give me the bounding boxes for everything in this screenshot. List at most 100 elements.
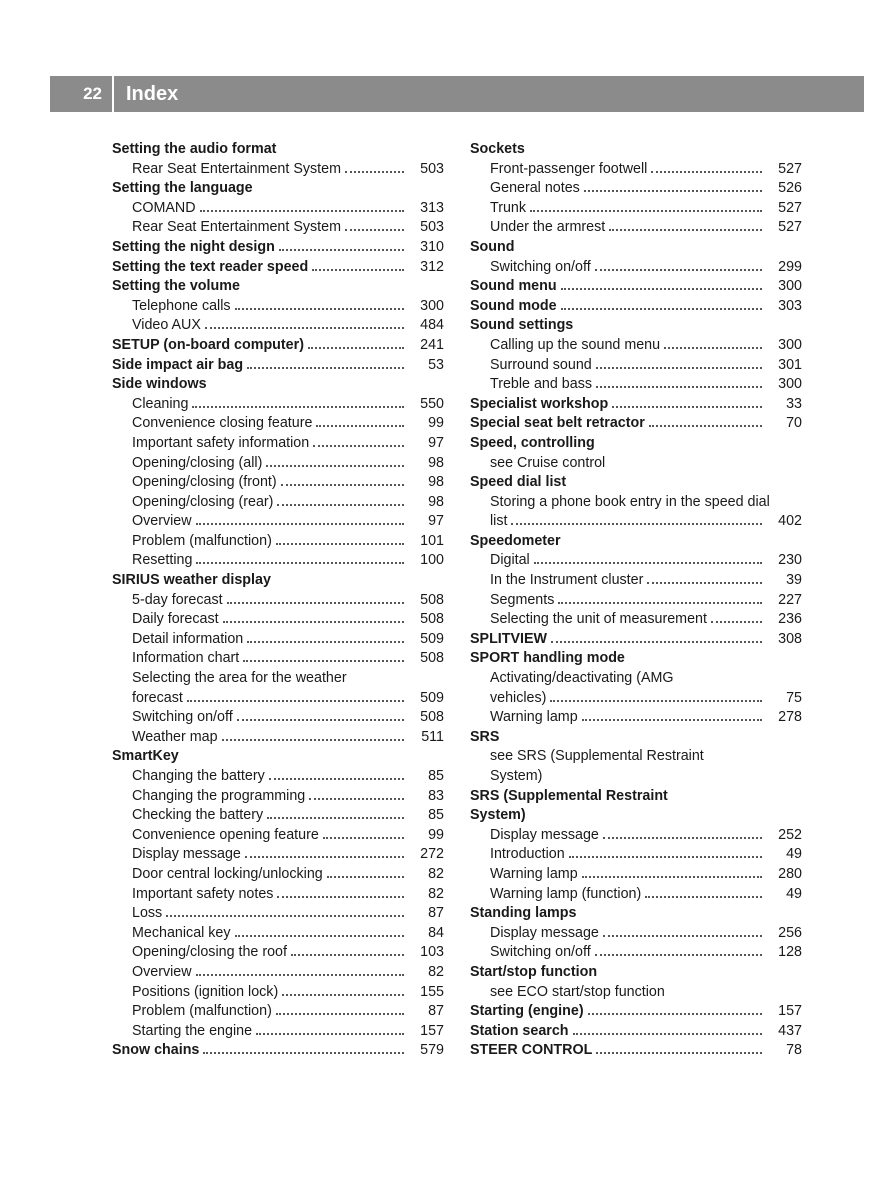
leader-dots bbox=[603, 837, 762, 839]
leader-dots bbox=[245, 856, 404, 858]
index-entry-page: 402 bbox=[766, 512, 802, 532]
leader-dots bbox=[711, 621, 762, 623]
leader-dots bbox=[323, 837, 404, 839]
index-entry-page: 509 bbox=[408, 689, 444, 709]
index-entry-page: 97 bbox=[408, 512, 444, 532]
leader-dots bbox=[211, 387, 440, 388]
index-entry-label: Selecting the area for the weather bbox=[132, 670, 347, 686]
index-entry-page: 87 bbox=[408, 1002, 444, 1022]
leader-dots bbox=[316, 425, 404, 427]
leader-dots bbox=[588, 1013, 762, 1015]
index-entry-page: 49 bbox=[766, 885, 802, 905]
index-entry-label: SETUP (on-board computer) bbox=[112, 336, 304, 356]
index-entry-page: 99 bbox=[408, 826, 444, 846]
index-entry: In the Instrument cluster39 bbox=[470, 571, 802, 591]
index-entry: Information chart508 bbox=[112, 649, 444, 669]
index-entry-page: 85 bbox=[408, 767, 444, 787]
index-entry: Overview82 bbox=[112, 963, 444, 983]
leader-dots bbox=[256, 1033, 404, 1035]
index-entry: General notes526 bbox=[470, 179, 802, 199]
index-entry: Switching on/off508 bbox=[112, 708, 444, 728]
index-entry-page: 278 bbox=[766, 708, 802, 728]
index-entry-label: Sound mode bbox=[470, 297, 557, 317]
index-entry-label: Standing lamps bbox=[470, 904, 576, 924]
leader-dots bbox=[595, 954, 762, 956]
leader-dots bbox=[582, 719, 762, 721]
index-entry: Setting the night design310 bbox=[112, 238, 444, 258]
index-entry-label: Changing the battery bbox=[132, 767, 265, 787]
index-entry: see SRS (Supplemental RestraintSystem) bbox=[470, 747, 802, 786]
leader-dots bbox=[247, 641, 404, 643]
leader-dots bbox=[561, 288, 762, 290]
index-entry-label: Display message bbox=[490, 826, 599, 846]
index-entry-label: 5-day forecast bbox=[132, 591, 223, 611]
leader-dots bbox=[609, 466, 798, 467]
index-entry-label: Convenience closing feature bbox=[132, 414, 312, 434]
index-entry-label: Introduction bbox=[490, 845, 565, 865]
index-entry-label: Special seat belt retractor bbox=[470, 414, 645, 434]
index-entry-label: Cleaning bbox=[132, 395, 188, 415]
index-entry-page: 252 bbox=[766, 826, 802, 846]
leader-dots bbox=[669, 995, 798, 996]
index-entry-label: Starting the engine bbox=[132, 1022, 252, 1042]
index-entry-label: Rear Seat Entertainment System bbox=[132, 160, 341, 180]
index-entry-page: 128 bbox=[766, 943, 802, 963]
index-entry-page: 85 bbox=[408, 806, 444, 826]
index-entry: SIRIUS weather display bbox=[112, 571, 444, 591]
index-entry: Warning lamp 278 bbox=[470, 708, 802, 728]
leader-dots bbox=[595, 269, 762, 271]
index-entry-label: list bbox=[490, 512, 507, 532]
index-entry-page: 484 bbox=[408, 316, 444, 336]
index-entry-label: Setting the text reader speed bbox=[112, 258, 308, 278]
leader-dots bbox=[596, 386, 762, 388]
index-entry-page: 579 bbox=[408, 1041, 444, 1061]
index-entry: SPORT handling mode bbox=[470, 649, 802, 669]
index-entry-label: Opening/closing (rear) bbox=[132, 493, 273, 513]
index-entry: Selecting the area for the weatherforeca… bbox=[112, 669, 444, 708]
leader-dots bbox=[577, 328, 798, 329]
index-entry-page: 527 bbox=[766, 160, 802, 180]
index-entry-label: Important safety information bbox=[132, 434, 309, 454]
index-entry-label: Rear Seat Entertainment System bbox=[132, 218, 341, 238]
leader-dots bbox=[276, 1013, 404, 1015]
leader-dots bbox=[503, 740, 798, 741]
index-entry-label: Switching on/off bbox=[490, 258, 591, 278]
leader-dots bbox=[196, 523, 404, 525]
index-entry: Switching on/off128 bbox=[470, 943, 802, 963]
index-entry: STEER CONTROL78 bbox=[470, 1041, 802, 1061]
index-entry-page: 98 bbox=[408, 473, 444, 493]
index-entry-label: SmartKey bbox=[112, 747, 179, 767]
index-entry: Sound menu300 bbox=[470, 277, 802, 297]
index-entry-page: 310 bbox=[408, 238, 444, 258]
index-entry: SRS bbox=[470, 728, 802, 748]
index-column: Setting the audio formatRear Seat Entert… bbox=[112, 140, 444, 1061]
index-entry-label: Video AUX bbox=[132, 316, 201, 336]
index-entry-page: 82 bbox=[408, 885, 444, 905]
index-entry-label: Digital bbox=[490, 551, 530, 571]
index-entry: Opening/closing (front)98 bbox=[112, 473, 444, 493]
index-entry-label: Mechanical key bbox=[132, 924, 231, 944]
index-entry-page: 33 bbox=[766, 395, 802, 415]
index-entry: Telephone calls300 bbox=[112, 297, 444, 317]
index-entry: 5-day forecast508 bbox=[112, 591, 444, 611]
leader-dots bbox=[596, 367, 762, 369]
index-entry-page: 227 bbox=[766, 591, 802, 611]
index-entry-label: Switching on/off bbox=[132, 708, 233, 728]
index-entry-page: 272 bbox=[408, 845, 444, 865]
index-entry-label: Checking the battery bbox=[132, 806, 263, 826]
leader-dots bbox=[570, 485, 798, 486]
index-entry: Surround sound301 bbox=[470, 356, 802, 376]
index-entry: Sound bbox=[470, 238, 802, 258]
index-entry-label: Storing a phone book entry in the speed … bbox=[490, 494, 770, 510]
index-entry-label: Opening/closing (all) bbox=[132, 454, 262, 474]
index-entry-label: Front-passenger footwell bbox=[490, 160, 647, 180]
index-entry-label: Warning lamp (function) bbox=[490, 885, 641, 905]
leader-dots bbox=[612, 406, 762, 408]
leader-dots bbox=[277, 504, 404, 506]
leader-dots bbox=[223, 621, 404, 623]
leader-dots bbox=[269, 778, 404, 780]
index-entry-label: Warning lamp bbox=[490, 708, 578, 728]
index-entry: Sockets bbox=[470, 140, 802, 160]
index-entry: Calling up the sound menu300 bbox=[470, 336, 802, 356]
index-entry: Sound settings bbox=[470, 316, 802, 336]
